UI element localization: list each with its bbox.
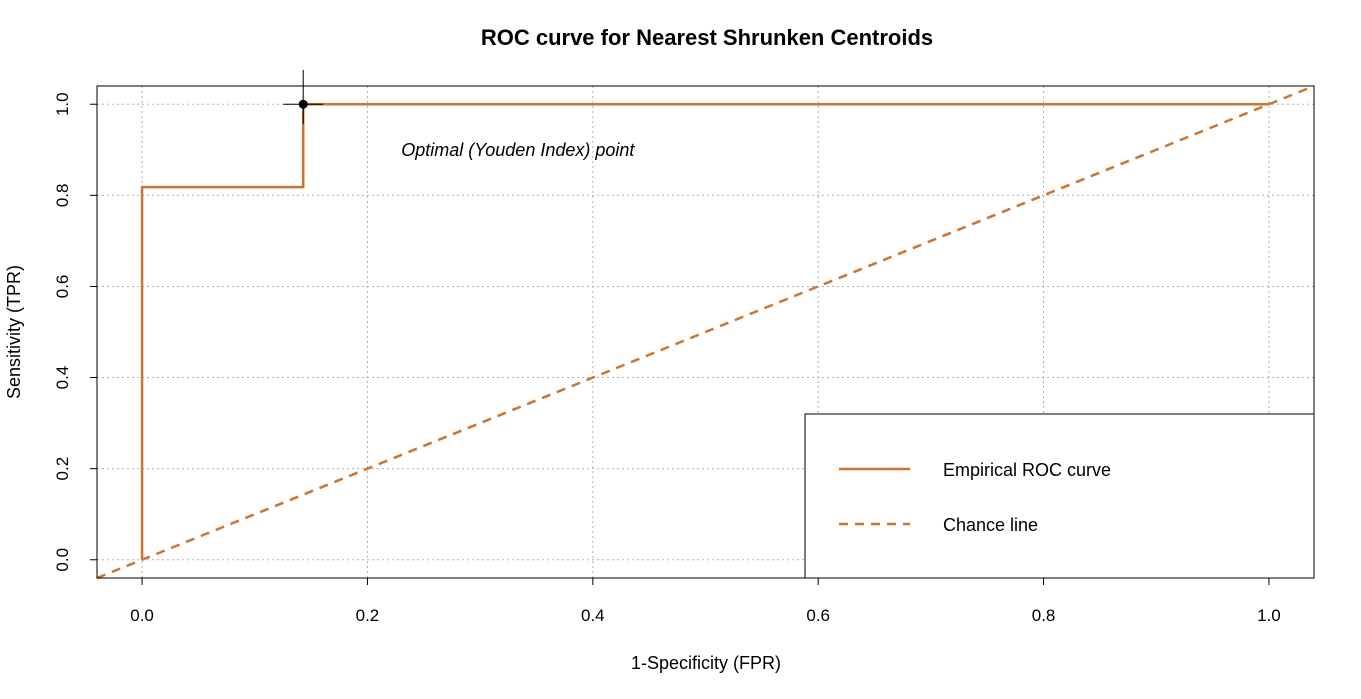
y-axis: 0.0 0.2 0.4 0.6 0.8 1.0: [53, 92, 97, 572]
optimal-point-annotation: Optimal (Youden Index) point: [401, 140, 635, 160]
x-tick-label-5: 1.0: [1257, 606, 1281, 625]
series-line-empirical-roc-curve: [140, 102, 1269, 560]
x-axis-label: 1-Specificity (FPR): [631, 653, 781, 673]
legend-box: [804, 413, 1315, 579]
y-tick-label-0: 0.0: [53, 548, 72, 572]
x-tick-label-2: 0.4: [581, 606, 605, 625]
x-tick-label-3: 0.6: [806, 606, 830, 625]
y-tick-label-2: 0.4: [53, 366, 72, 390]
x-tick-label-1: 0.2: [356, 606, 380, 625]
y-tick-label-3: 0.6: [53, 275, 72, 299]
y-axis-label: Sensitivity (TPR): [4, 265, 24, 399]
x-axis: 0.0 0.2 0.4 0.6 0.8 1.0: [130, 578, 1281, 625]
y-tick-label-5: 1.0: [53, 92, 72, 116]
legend-label-empirical: Empirical ROC curve: [943, 460, 1111, 480]
x-tick-label-4: 0.8: [1032, 606, 1056, 625]
series-layer: [96, 84, 1315, 580]
y-tick-label-1: 0.2: [53, 457, 72, 481]
x-tick-label-0: 0.0: [130, 606, 154, 625]
chart-title: ROC curve for Nearest Shrunken Centroids: [481, 25, 933, 50]
plot-frame: [96, 85, 1315, 579]
optimal-point-marker: [283, 70, 324, 125]
legend: Empirical ROC curve Chance line: [804, 413, 1315, 579]
series-line-chance-line: [96, 84, 1315, 580]
y-tick-label-4: 0.8: [53, 184, 72, 208]
optimal-point-dot: [298, 99, 308, 109]
legend-label-chance: Chance line: [943, 515, 1038, 535]
